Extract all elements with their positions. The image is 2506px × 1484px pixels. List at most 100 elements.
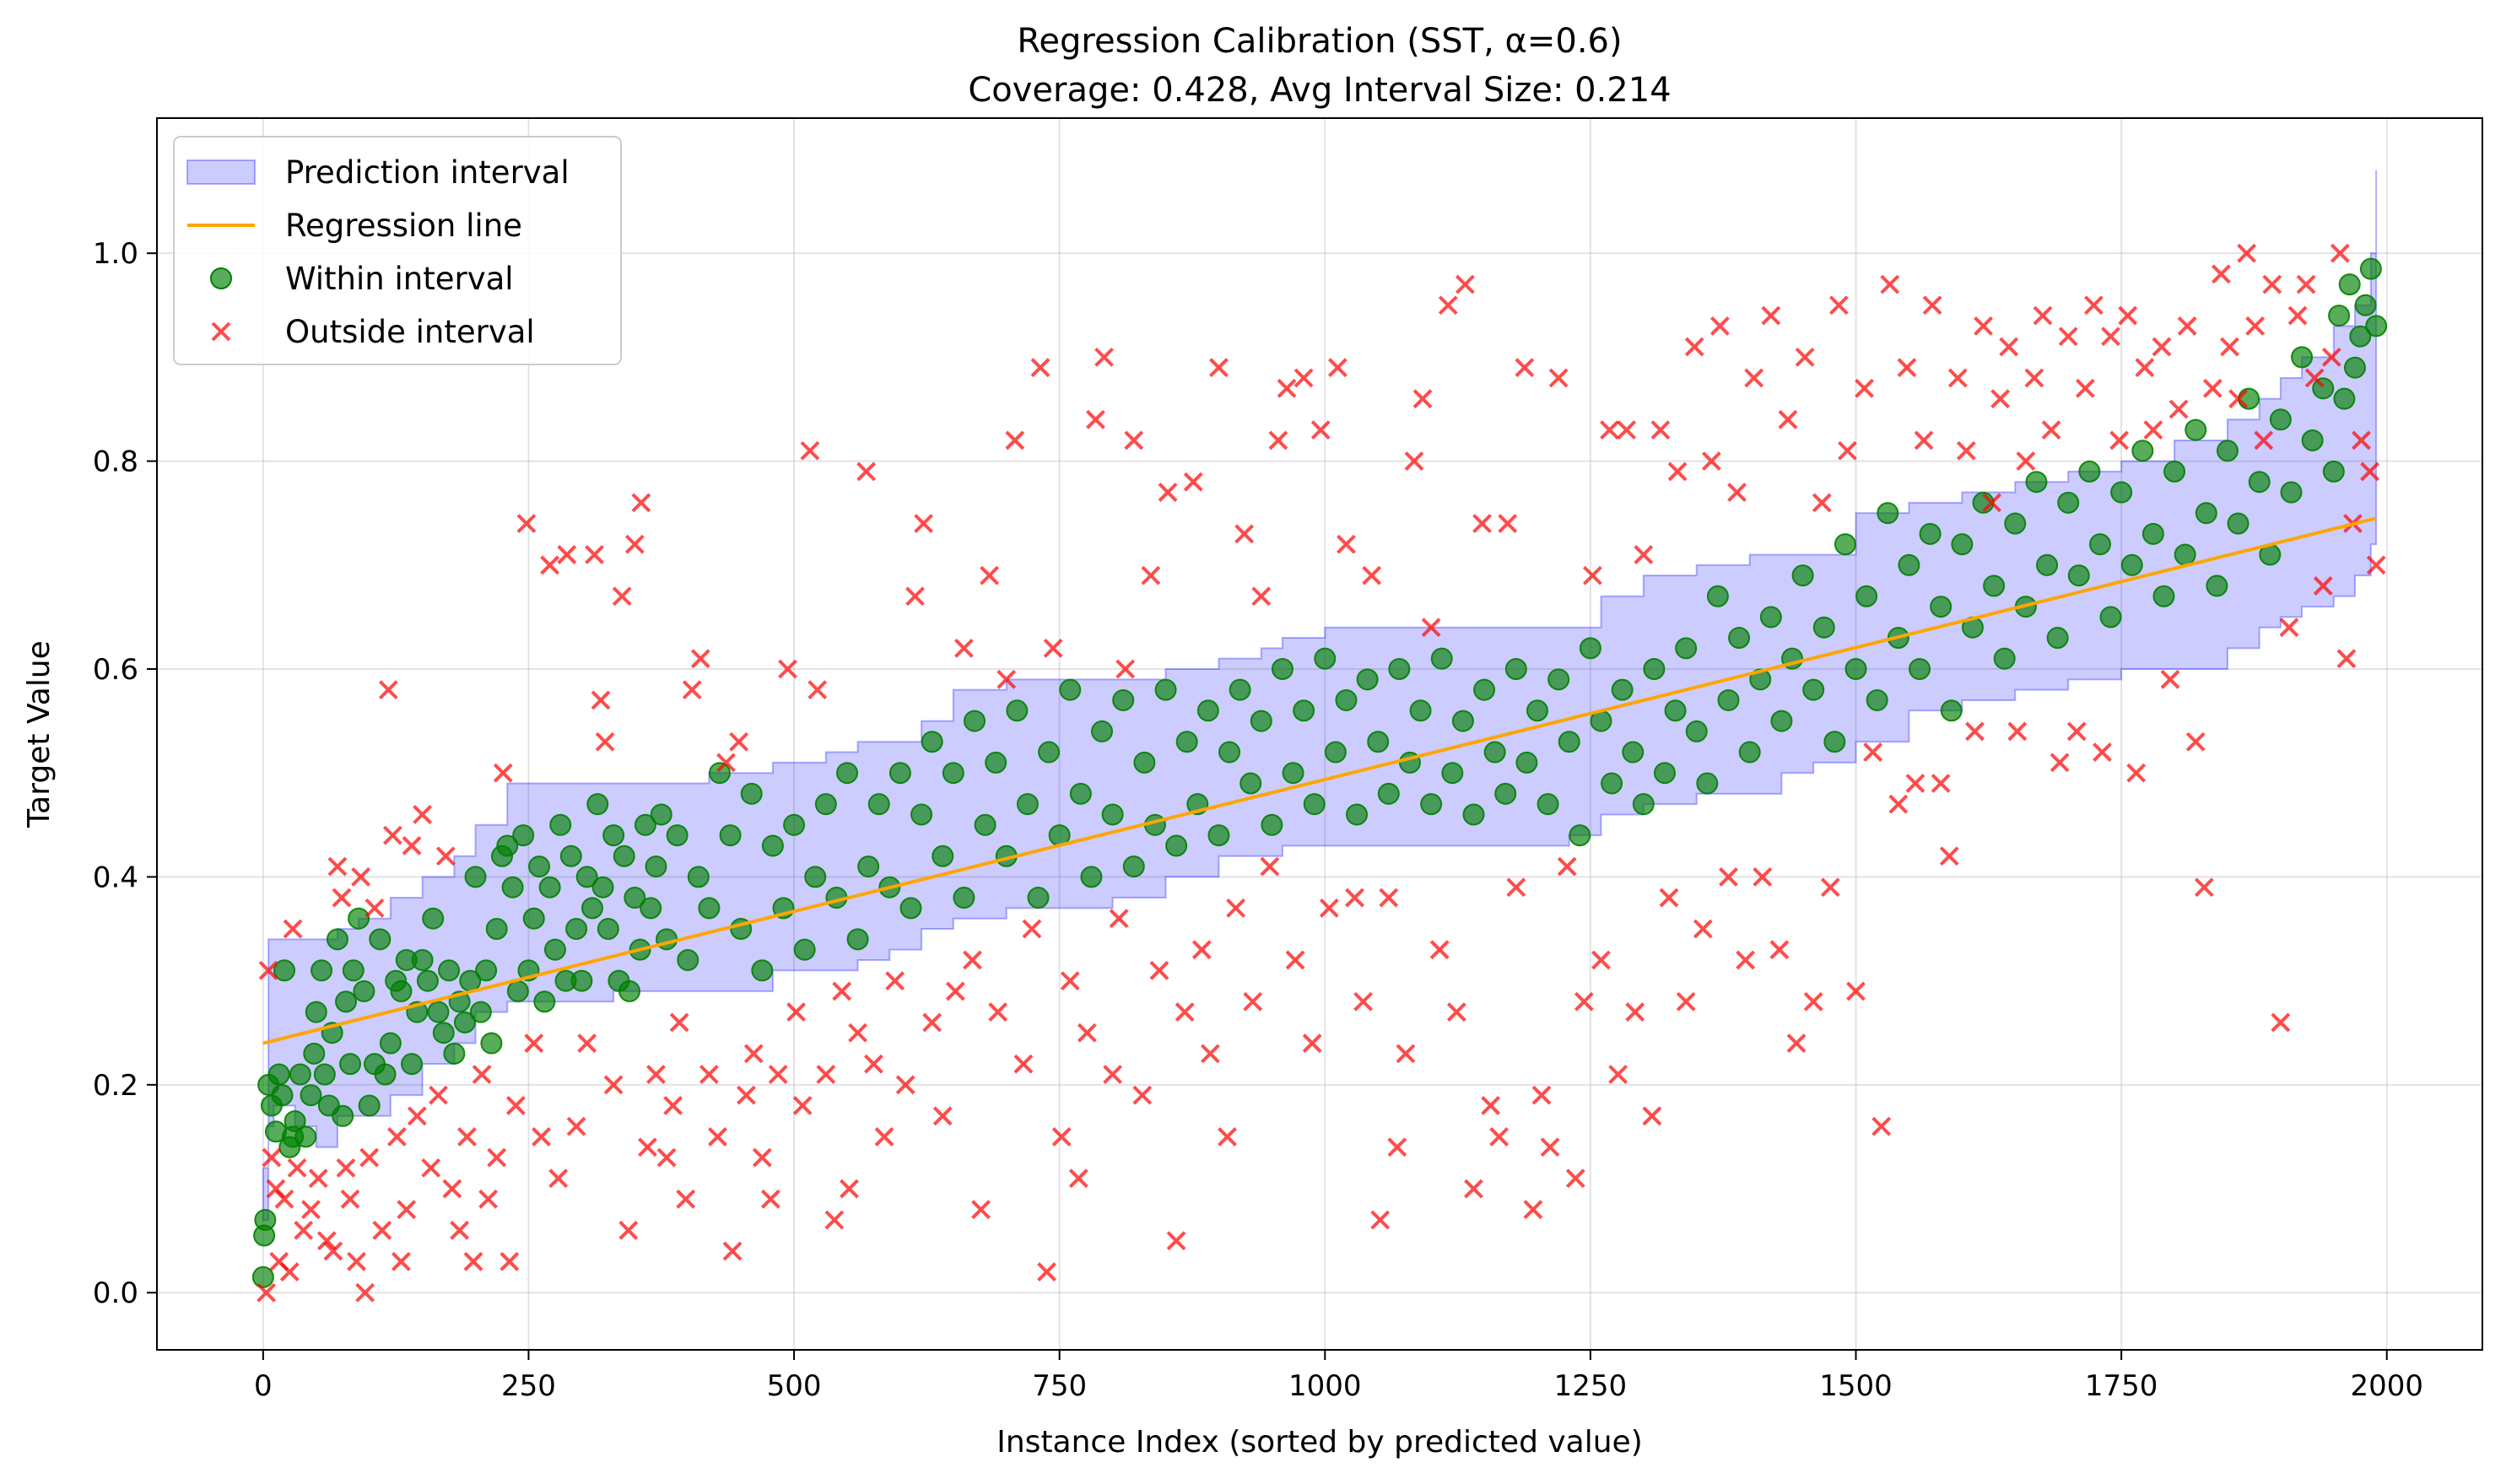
within-point [1388,657,1411,680]
outside-point [1429,940,1450,960]
outside-point [1939,846,1959,866]
within-point [586,793,609,816]
within-point [932,845,954,867]
legend-swatch-within [210,267,232,289]
within-point [2269,408,2292,431]
outside-point [1574,991,1594,1012]
within-point [2078,460,2101,483]
x-tick-label: 1000 [1288,1369,1362,1403]
within-point [2248,471,2271,494]
outside-point [1871,1116,1892,1136]
within-point [1441,762,1464,785]
outside-point [760,1189,780,1209]
outside-point [1438,295,1458,316]
outside-point [988,1002,1008,1022]
within-point [267,1063,290,1086]
within-point [804,866,827,888]
outside-point [1693,919,1713,939]
outside-point [1557,856,1577,877]
within-point [634,813,656,836]
y-tick-label: 0.8 [93,445,138,479]
within-point [1717,688,1740,711]
within-point [1877,502,1899,525]
within-point [1059,678,1082,701]
outside-point [1565,1168,1585,1189]
within-point [910,803,933,826]
outside-point [2321,347,2341,367]
outside-point [1489,1127,1510,1147]
x-axis-label: Instance Index (sorted by predicted valu… [996,1425,1643,1460]
outside-point [1319,898,1339,918]
within-point [438,959,461,982]
outside-point [1667,461,1688,482]
within-point [453,1011,476,1033]
outside-point [257,1282,277,1303]
within-point [1314,647,1337,670]
outside-point [1030,358,1050,378]
chart-title: Regression Calibration (SST, α=0.6) [1017,22,1622,61]
within-point [1770,710,1793,732]
outside-point [505,1096,526,1115]
chart-subtitle: Coverage: 0.428, Avg Interval Size: 0.21… [968,71,1671,110]
within-point [506,979,529,1002]
outside-point [603,1075,624,1095]
outside-point [1077,1023,1097,1043]
outside-point [1625,1002,1645,1022]
outside-point [800,440,820,461]
outside-point [2279,618,2299,638]
outside-point [676,1189,696,1209]
outside-point [463,1251,483,1271]
outside-point [932,1106,953,1126]
within-point [1749,668,1772,691]
outside-point [856,461,877,482]
outside-point [1005,430,1025,451]
outside-point [1506,877,1526,898]
outside-point [743,1044,764,1064]
outside-point [1149,960,1169,980]
outside-point [1037,1262,1056,1282]
outside-point [1191,940,1212,960]
within-point [1494,782,1517,805]
plot-area-frame [156,117,2483,1351]
within-point [1632,793,1655,816]
within-point [332,1104,354,1127]
within-point [1196,699,1219,722]
outside-point [1761,305,1781,326]
within-point [374,1063,397,1086]
outside-point [2143,420,2163,440]
outside-point [1379,888,1399,908]
outside-point [1234,524,1255,544]
within-point [1346,803,1369,826]
outside-point [963,950,982,970]
within-point [1261,813,1283,836]
within-point [1006,699,1029,722]
outside-point [885,971,905,991]
outside-point [287,1158,307,1178]
outside-point [532,1127,551,1147]
outside-point [722,1241,743,1261]
within-point [353,979,375,1002]
outside-point [1905,774,1925,793]
within-point [2036,553,2059,576]
outside-point [2245,316,2266,336]
within-point [942,762,964,785]
within-point [1112,688,1135,711]
outside-point [294,1220,314,1240]
outside-point [413,805,433,824]
outside-point [1337,534,1356,554]
within-point [348,907,370,930]
within-point [1983,575,2006,597]
outside-point [1531,1085,1552,1105]
within-point [650,803,672,826]
within-point [528,855,551,878]
within-point [1409,699,1432,722]
outside-point [1327,358,1348,378]
within-point [1367,731,1390,753]
outside-point [1863,742,1883,762]
outside-point [2058,326,2078,347]
outside-point [442,1179,462,1199]
outside-point [816,1065,836,1084]
within-point [591,876,614,898]
outside-point [1591,950,1611,970]
y-tick-label: 1.0 [93,237,138,271]
